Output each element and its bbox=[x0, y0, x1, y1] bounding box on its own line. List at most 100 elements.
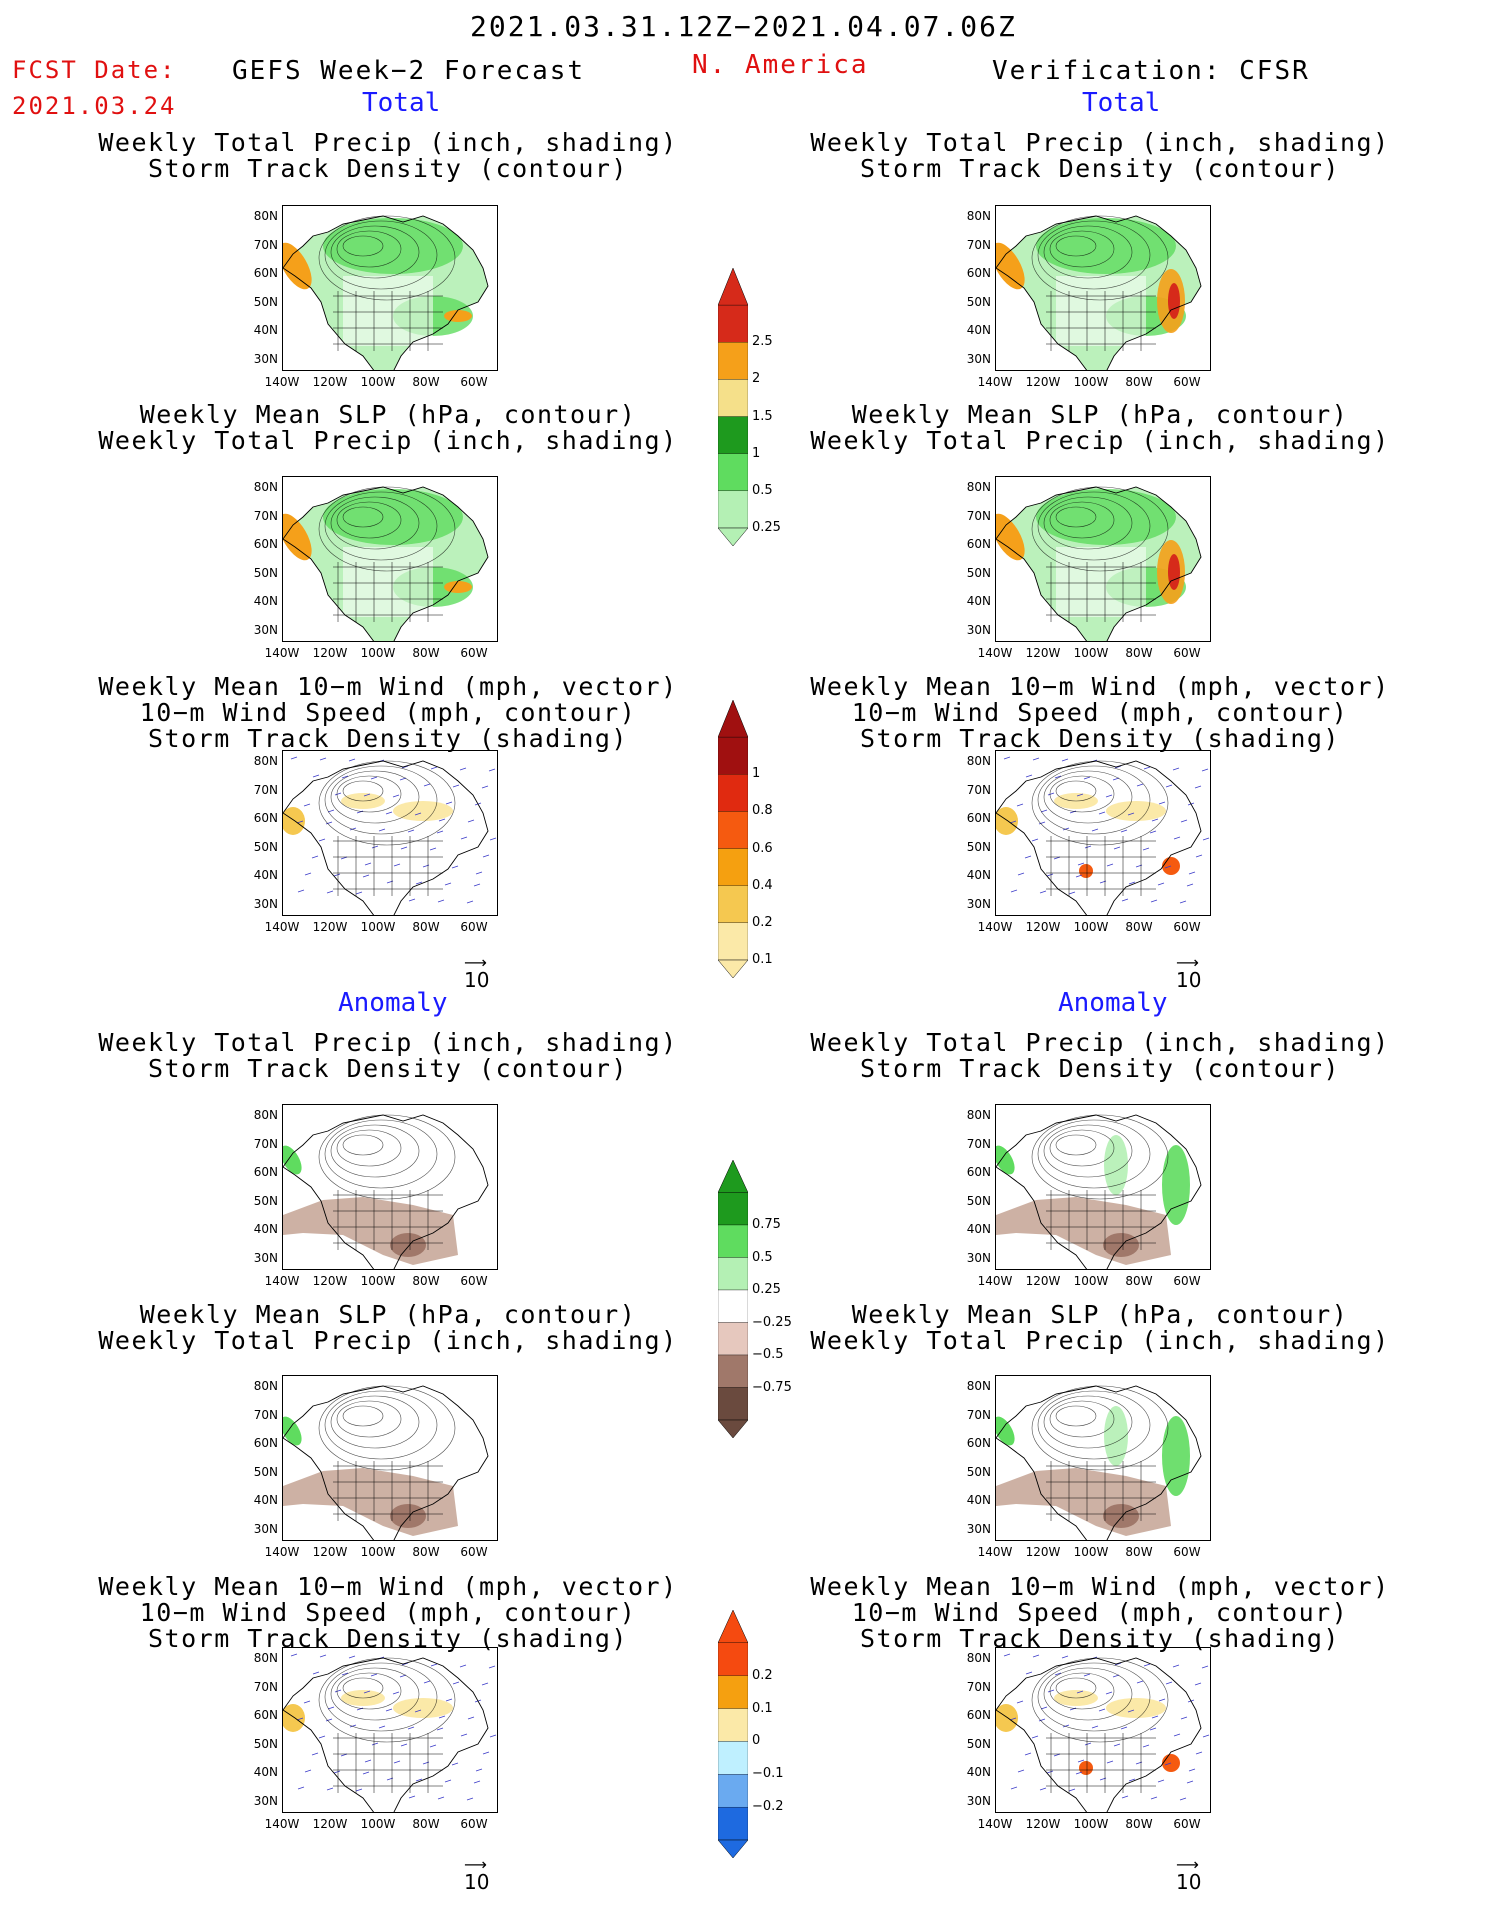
map-graphic bbox=[283, 756, 497, 915]
lon-tick-label: 140W bbox=[977, 646, 1013, 660]
lon-tick-label: 140W bbox=[264, 1545, 300, 1559]
vector-ref-label: 10 bbox=[464, 1870, 490, 1894]
lon-tick-label: 120W bbox=[312, 375, 348, 389]
map-panel-wanom-verif bbox=[995, 1647, 1211, 1813]
lat-tick-label: 30N bbox=[966, 1793, 991, 1808]
title-l2-line1: Weekly Mean SLP (hPa, contour) bbox=[139, 400, 637, 429]
lon-tick-label: 140W bbox=[264, 920, 300, 934]
lon-tick-label: 100W bbox=[1073, 920, 1109, 934]
lat-tick-label: 30N bbox=[253, 1521, 278, 1536]
lat-tick-label: 30N bbox=[253, 1250, 278, 1265]
lon-tick-label: 140W bbox=[264, 1817, 300, 1831]
colorbar-graphic bbox=[717, 267, 749, 547]
title-l4-line2: Storm Track Density (contour) bbox=[148, 1054, 628, 1083]
lon-tick-label: 80W bbox=[412, 920, 440, 934]
map-panel-panom-verif bbox=[995, 1104, 1211, 1270]
lat-tick-label: 80N bbox=[253, 209, 278, 223]
lon-tick-label: 80W bbox=[412, 646, 440, 660]
colorbar-label: 2 bbox=[752, 371, 761, 387]
vector-ref-label: 10 bbox=[1176, 1870, 1202, 1894]
colorbar-swatch bbox=[717, 1224, 749, 1258]
colorbar-graphic bbox=[717, 1159, 749, 1439]
vector-ref-label: 10 bbox=[464, 968, 490, 992]
colorbar-swatch bbox=[717, 922, 749, 961]
colorbar-swatch bbox=[717, 1192, 749, 1226]
lon-tick-label: 140W bbox=[977, 1274, 1013, 1288]
lat-tick-label: 40N bbox=[966, 1493, 991, 1507]
lon-tick-label: 80W bbox=[1125, 1817, 1153, 1831]
map-graphic bbox=[283, 1385, 489, 1540]
colorbar-label: −0.1 bbox=[752, 1766, 784, 1782]
lon-tick-label: 100W bbox=[1073, 1545, 1109, 1559]
lon-tick-label: 100W bbox=[360, 1545, 396, 1559]
colorbar-swatch bbox=[717, 1642, 749, 1676]
map-panel-sanom-fcst bbox=[282, 1375, 498, 1541]
colorbar-swatch bbox=[717, 1741, 749, 1775]
lat-tick-label: 80N bbox=[253, 1379, 278, 1393]
map-graphic bbox=[283, 486, 489, 641]
lon-tick-label: 80W bbox=[412, 1545, 440, 1559]
colorbar-cap bbox=[717, 1839, 749, 1859]
colorbar-swatch bbox=[717, 453, 749, 492]
fcst-date-value: 2021.03.24 bbox=[12, 92, 177, 120]
lat-tick-label: 70N bbox=[966, 782, 991, 797]
colorbar-label: −0.5 bbox=[752, 1347, 784, 1362]
colorbar-cap bbox=[717, 959, 749, 979]
lat-tick-label: 50N bbox=[253, 294, 278, 309]
lon-tick-label: 100W bbox=[1073, 1274, 1109, 1288]
colorbar-swatch bbox=[717, 490, 749, 529]
map-panel-precip-fcst bbox=[282, 205, 498, 371]
colorbar-swatch bbox=[717, 304, 749, 343]
colorbar-label: −0.75 bbox=[752, 1379, 792, 1395]
lat-tick-label: 60N bbox=[966, 266, 991, 280]
title-r6-line2: 10−m Wind Speed (mph, contour) bbox=[851, 1598, 1349, 1627]
lat-tick-label: 50N bbox=[253, 1464, 278, 1479]
map-panel-wind-verif bbox=[995, 750, 1211, 916]
colorbar-cap bbox=[717, 527, 749, 547]
lon-tick-label: 100W bbox=[1073, 1817, 1109, 1831]
lon-tick-label: 120W bbox=[1025, 1817, 1061, 1831]
lat-tick-label: 70N bbox=[253, 782, 278, 797]
map-panel-slp-verif bbox=[995, 476, 1211, 642]
section-anomaly-right: Anomaly bbox=[1058, 988, 1168, 1018]
lat-tick-label: 30N bbox=[966, 1521, 991, 1536]
lat-tick-label: 50N bbox=[966, 1193, 991, 1208]
lat-tick-label: 80N bbox=[966, 1651, 991, 1665]
section-anomaly-left: Anomaly bbox=[338, 988, 448, 1018]
map-panel-slp-fcst bbox=[282, 476, 498, 642]
lat-tick-label: 30N bbox=[253, 896, 278, 911]
title-r3-line2: 10−m Wind Speed (mph, contour) bbox=[851, 698, 1349, 727]
vector-ref-arrow-icon: ⟶ bbox=[464, 953, 487, 972]
lat-tick-label: 60N bbox=[253, 1708, 278, 1722]
colorbar-label: 1 bbox=[752, 766, 761, 782]
lon-tick-label: 120W bbox=[1025, 375, 1061, 389]
lat-tick-label: 40N bbox=[966, 1765, 991, 1779]
lat-tick-label: 30N bbox=[253, 622, 278, 637]
verification-title: Verification: CFSR bbox=[992, 56, 1310, 86]
lat-tick-label: 60N bbox=[966, 1708, 991, 1722]
colorbar-track-total: 1 0.8 0.6 0.4 0.2 0.1 bbox=[717, 699, 828, 990]
lat-tick-label: 60N bbox=[253, 1165, 278, 1179]
colorbar-label: 1.5 bbox=[752, 408, 773, 424]
lon-tick-label: 100W bbox=[1073, 646, 1109, 660]
colorbar-swatch bbox=[717, 1774, 749, 1808]
fcst-date-label: FCST Date: bbox=[12, 56, 177, 84]
title-l6-line2: 10−m Wind Speed (mph, contour) bbox=[139, 1598, 637, 1627]
lat-tick-label: 70N bbox=[253, 1136, 278, 1151]
lat-tick-label: 80N bbox=[253, 1651, 278, 1665]
lon-tick-label: 60W bbox=[460, 1817, 488, 1831]
lat-tick-label: 60N bbox=[253, 1436, 278, 1450]
lon-tick-label: 120W bbox=[1025, 1545, 1061, 1559]
lat-tick-label: 30N bbox=[966, 622, 991, 637]
colorbar-label: 0.25 bbox=[752, 520, 781, 535]
lat-tick-label: 30N bbox=[966, 896, 991, 911]
colorbar-swatch bbox=[717, 1322, 749, 1356]
title-l1-line1: Weekly Total Precip (inch, shading) bbox=[98, 128, 678, 157]
lon-tick-label: 100W bbox=[1073, 375, 1109, 389]
map-graphic bbox=[283, 1114, 489, 1269]
title-l3-line3: Storm Track Density (shading) bbox=[148, 724, 628, 753]
lon-tick-label: 120W bbox=[312, 646, 348, 660]
title-l5-line2: Weekly Total Precip (inch, shading) bbox=[98, 1326, 678, 1355]
lon-tick-label: 140W bbox=[977, 920, 1013, 934]
lat-tick-label: 80N bbox=[966, 1379, 991, 1393]
